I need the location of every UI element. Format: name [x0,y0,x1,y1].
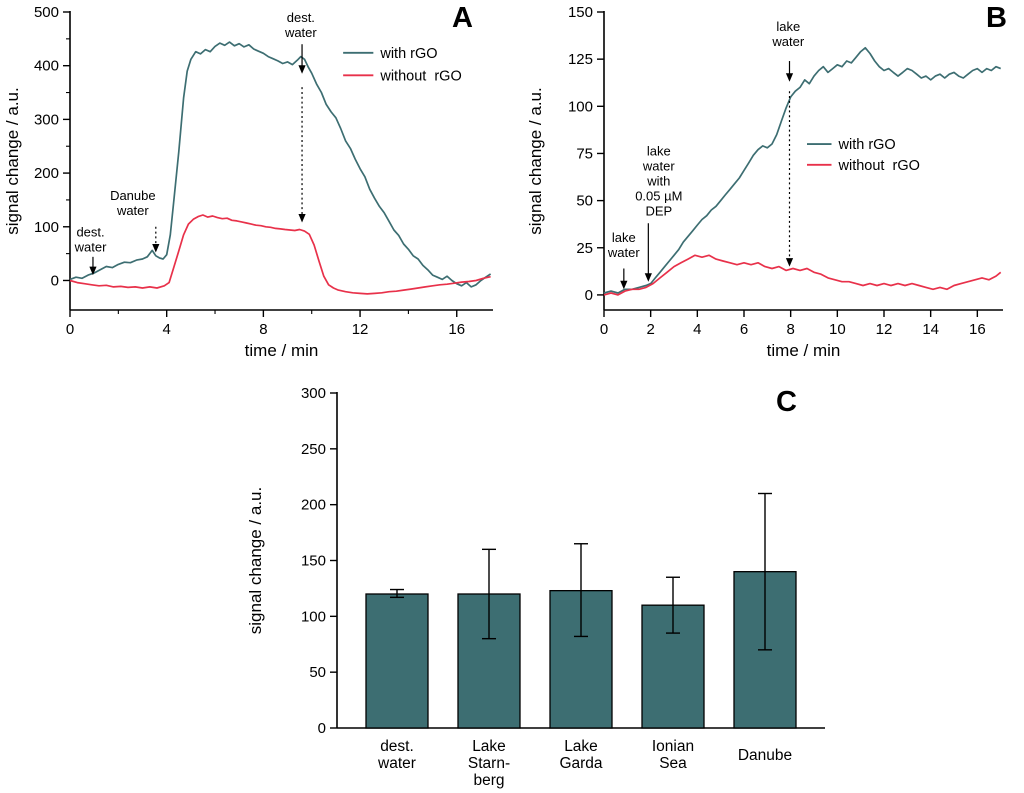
legend: with rGO without rGO [807,137,920,174]
annotation-text: DEP [645,204,672,219]
panel-a-line-chart: 0 100 200 300 400 500 signal change / a.u. 0 4 8 1… [3,4,493,360]
x-tick-label: 0 [66,321,74,338]
annotation-text: with [646,174,670,189]
x-tick-label: 8 [259,321,267,338]
y-tick-label: 250 [301,441,326,458]
x-tick-label: 16 [969,321,986,338]
annotation-text: water [284,25,317,40]
y-tick-label: 150 [301,553,326,570]
annotation-text: water [116,203,149,218]
y-axis-label: signal change / a.u. [526,87,545,234]
legend-label: with rGO [379,46,437,62]
panel-b-label: B [986,2,1007,34]
y-tick-label: 125 [568,51,593,68]
x-tick-label: 16 [448,321,465,338]
y-tick-label: 0 [51,272,59,289]
legend: with rGO without rGO [343,46,462,84]
error-bar-2 [574,543,588,638]
x-tick-label: 4 [693,321,701,338]
y-tick-label: 0 [585,287,593,304]
annotation-text: water [642,158,675,173]
annotation-text: water [74,239,107,254]
annotation-text: Danube [110,188,156,203]
annotation-text: lake [647,143,671,158]
x-ticks [603,310,979,317]
y-tick-label: 50 [576,193,593,210]
category-label: water [377,755,416,772]
annotation-text: water [771,34,804,49]
x-axis-label: time / min [767,341,841,360]
y-tick-label: 150 [568,4,593,21]
annotation-text: dest. [287,10,315,25]
category-label: Lake [472,738,506,755]
y-tick-label: 200 [301,497,326,514]
x-tick-label: 4 [163,321,171,338]
y-tick-label: 100 [34,219,59,236]
y-tick-label: 100 [301,608,326,625]
y-tick-label: 75 [576,145,593,162]
panel-a-label: A [452,2,473,34]
error-bar-1 [482,548,496,640]
y-tick-label: 400 [34,58,59,75]
category-label: Lake [564,738,598,755]
y-axis-label: signal change / a.u. [246,487,265,634]
annotation-2: dest.water [284,10,317,223]
category-label: Garda [559,755,602,772]
category-label: dest. [380,738,414,755]
legend-label: with rGO [838,137,896,153]
legend-label: without rGO [838,158,920,174]
category-label: Danube [738,747,792,764]
y-axis-label: signal change / a.u. [3,87,22,234]
annotation-text: 0.05 µM [635,189,682,204]
annotation-text: lake [776,19,800,34]
annotation-0: dest.water [74,224,107,276]
annotation-text: lake [612,230,636,245]
x-tick-label: 8 [786,321,794,338]
y-tick-label: 0 [318,720,326,737]
category-label: Sea [659,755,687,772]
x-tick-label: 14 [922,321,939,338]
x-tick-label: 12 [876,321,893,338]
series-with_rgo [69,41,492,288]
y-tick-label: 300 [34,111,59,128]
error-bar-4 [758,492,772,651]
error-bar-0 [390,588,404,599]
category-label: Starn- [468,755,510,772]
annotation-text: dest. [76,224,104,239]
axes [63,11,493,311]
annotation-text: water [607,245,640,260]
category-label: berg [473,772,504,789]
error-bar-3 [666,576,680,634]
x-tick-label: 12 [352,321,369,338]
category-label: Ionian [652,738,694,755]
panel-b-line-chart: 0 25 50 75 100 125 150 signal change / a.u. 0 2 4 6… [526,4,1003,360]
series-without_rgo [603,254,1002,296]
bar-0 [365,593,429,729]
y-tick-label: 50 [309,664,326,681]
axes [597,11,1003,311]
x-tick-label: 6 [740,321,748,338]
x-ticks [69,310,458,317]
series-with_rgo [603,46,1002,294]
x-tick-label: 0 [600,321,608,338]
y-tick-label: 200 [34,165,59,182]
panel-c-label: C [776,386,797,418]
y-tick-label: 300 [301,385,326,402]
series-without_rgo [69,214,491,295]
panel-c-bar-chart: 0 50 100 150 200 250 300 signal change / a.u. de… [246,385,825,789]
y-tick-label: 500 [34,4,59,21]
y-tick-label: 25 [576,240,593,257]
x-tick-label: 2 [646,321,654,338]
x-tick-label: 10 [829,321,846,338]
legend-label: without rGO [379,68,461,84]
y-tick-label: 100 [568,98,593,115]
x-axis-label: time / min [245,341,319,360]
